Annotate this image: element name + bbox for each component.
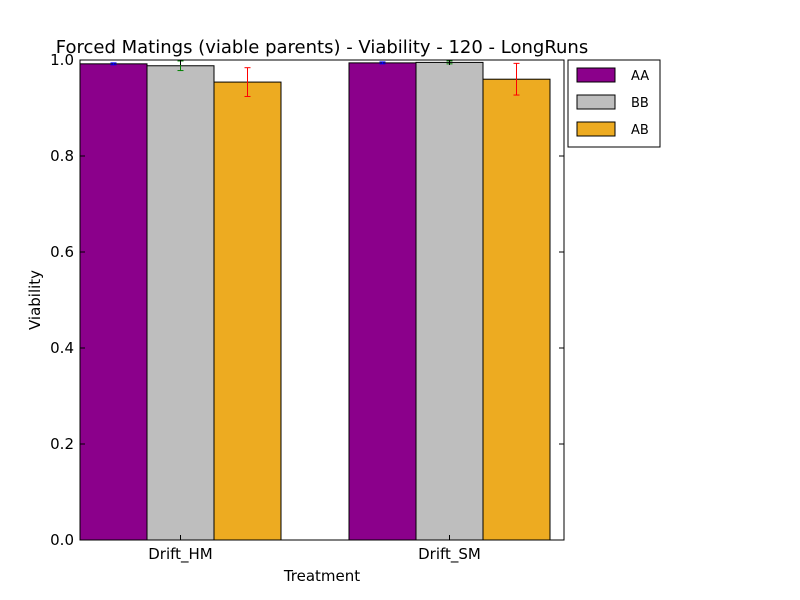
bar-AA-Drift_SM [348,62,417,541]
x-tick-label: Drift_SM [418,545,481,564]
legend-label: AA [631,69,649,84]
bar-AB-Drift_HM [213,81,282,541]
error-bar-AB-Drift_SM [513,62,520,96]
error-bar-AA-Drift_SM [379,61,386,65]
bar-BB-Drift_HM [146,65,215,541]
y-axis-label: Viability [26,270,44,330]
legend-item-BB: BB [576,94,649,111]
y-tick-label: 0.6 [50,243,74,261]
legend-item-AA: AA [576,67,649,84]
legend-label: BB [631,96,649,111]
bars-layer [79,61,551,541]
legend: AA BB AB [567,59,661,148]
y-tick-label: 0.2 [50,435,74,453]
legend-swatch [576,94,616,110]
bar-AA-Drift_HM [79,63,148,541]
bar-BB-Drift_SM [415,61,484,541]
y-tick-label: 0.4 [50,339,74,357]
legend-items: AA BB AB [576,67,649,138]
x-axis-label: Treatment [283,567,360,585]
plot-frame [79,59,565,541]
legend-swatch [576,121,616,137]
chart-title: Forced Matings (viable parents) - Viabil… [56,37,588,58]
error-bar-AB-Drift_HM [244,67,251,97]
legend-swatch [576,67,616,83]
bar-AB-Drift_SM [482,78,551,541]
error-bars-layer [110,60,520,97]
legend-label: AB [631,123,649,138]
x-axis: Drift_HM Drift_SM [148,60,481,564]
y-tick-label: 0.0 [50,531,74,549]
x-tick-label: Drift_HM [148,545,213,564]
y-axis: 0.0 0.2 0.4 0.6 0.8 1.0 [50,51,564,549]
y-tick-label: 1.0 [50,51,74,69]
error-bar-AA-Drift_HM [110,62,117,66]
legend-item-AB: AB [576,121,649,138]
y-tick-label: 0.8 [50,147,74,165]
